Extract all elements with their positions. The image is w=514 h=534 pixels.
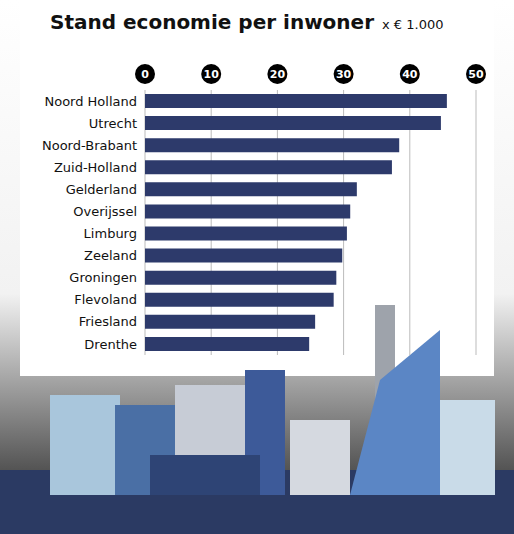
svg-text:10: 10 [204, 68, 220, 81]
svg-text:0: 0 [141, 68, 149, 81]
svg-text:Limburg: Limburg [84, 226, 137, 241]
svg-text:Noord Holland: Noord Holland [44, 94, 137, 109]
svg-text:Overijssel: Overijssel [73, 204, 137, 219]
svg-text:Zeeland: Zeeland [84, 248, 137, 263]
svg-text:Groningen: Groningen [69, 270, 137, 285]
svg-text:40: 40 [402, 68, 418, 81]
svg-text:Friesland: Friesland [79, 314, 137, 329]
svg-text:Utrecht: Utrecht [89, 116, 137, 131]
svg-text:Noord-Brabant: Noord-Brabant [42, 138, 137, 153]
svg-text:20: 20 [270, 68, 286, 81]
svg-text:Drenthe: Drenthe [84, 337, 137, 352]
svg-text:Zuid-Holland: Zuid-Holland [54, 160, 137, 175]
svg-text:30: 30 [336, 68, 352, 81]
svg-text:Gelderland: Gelderland [66, 182, 137, 197]
html-text:Stand economie per inwoner x €: Stand economie per inwoner x € 1.000 [50, 10, 444, 34]
svg-text:Flevoland: Flevoland [74, 292, 137, 307]
svg-text:50: 50 [468, 68, 484, 81]
